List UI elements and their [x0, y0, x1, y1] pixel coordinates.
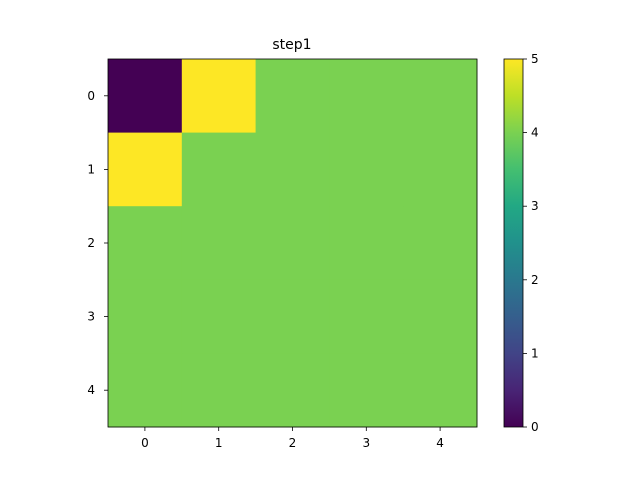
x-axis-ticks: 0 1 2 3 4: [141, 427, 444, 450]
colorbar-tick-label: 5: [531, 52, 539, 66]
heatmap-cell: [181, 132, 257, 207]
x-tick-label: 3: [362, 436, 370, 450]
colorbar-ticks: 0 1 2 3 4 5: [523, 52, 539, 434]
y-tick-label: 0: [87, 89, 95, 103]
heatmap-cell: [255, 206, 330, 281]
heatmap-cell: [181, 206, 257, 281]
x-tick-label: 2: [289, 436, 297, 450]
heatmap-cell: [181, 59, 257, 134]
colorbar-tick-label: 0: [531, 420, 539, 434]
heatmap-cell: [108, 206, 183, 281]
heatmap-cell: [329, 132, 404, 207]
heatmap-cell: [255, 279, 330, 354]
heatmap-cell: [181, 279, 257, 354]
heatmap-cell: [403, 353, 478, 428]
x-tick-label: 1: [215, 436, 223, 450]
heatmap-cell: [108, 279, 183, 354]
colorbar-tick-label: 1: [531, 346, 539, 360]
heatmap-cell: [403, 206, 478, 281]
heatmap-cell: [329, 59, 404, 134]
heatmap-cell: [108, 353, 183, 428]
heatmap-cell: [403, 132, 478, 207]
colorbar-tick-label: 2: [531, 273, 539, 287]
heatmap-cell: [403, 279, 478, 354]
heatmap-cell: [255, 132, 330, 207]
colorbar-tick-label: 3: [531, 199, 539, 213]
x-tick-label: 4: [436, 436, 444, 450]
heatmap-cell: [329, 353, 404, 428]
heatmap-cell: [403, 59, 478, 134]
y-tick-label: 3: [87, 310, 95, 324]
chart-title: step1: [272, 37, 311, 53]
heatmap-cell: [255, 353, 330, 428]
heatmap-cell: [329, 206, 404, 281]
colorbar: [503, 58, 524, 428]
heatmap-cell: [255, 59, 330, 134]
heatmap-cell: [108, 132, 183, 207]
y-tick-label: 1: [87, 162, 95, 176]
x-tick-label: 0: [141, 436, 149, 450]
y-tick-label: 2: [87, 236, 95, 250]
colorbar-tick-label: 4: [531, 126, 539, 140]
heatmap-cell: [181, 353, 257, 428]
heatmap-cell: [108, 59, 183, 134]
heatmap-cells: [108, 59, 478, 428]
heatmap-cell: [329, 279, 404, 354]
y-tick-label: 4: [87, 383, 95, 397]
y-axis-ticks: 0 1 2 3 4: [87, 89, 108, 397]
